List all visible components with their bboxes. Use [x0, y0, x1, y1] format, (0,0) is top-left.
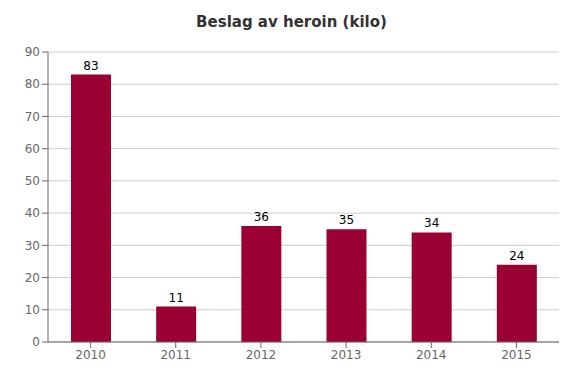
svg-text:2015: 2015 [501, 348, 532, 362]
svg-text:24: 24 [509, 249, 524, 263]
svg-text:30: 30 [25, 239, 40, 253]
html-text:Beslag av heroin (kilo): Beslag av heroin (kilo) [196, 13, 387, 31]
svg-text:34: 34 [424, 216, 439, 230]
svg-text:40: 40 [25, 206, 40, 220]
svg-text:2013: 2013 [331, 348, 362, 362]
svg-text:20: 20 [25, 271, 40, 285]
svg-text:70: 70 [25, 110, 40, 124]
svg-text:2011: 2011 [160, 348, 191, 362]
svg-text:0: 0 [32, 335, 40, 349]
svg-text:2010: 2010 [75, 348, 106, 362]
svg-text:36: 36 [254, 210, 269, 224]
svg-text:2012: 2012 [246, 348, 277, 362]
svg-text:35: 35 [339, 213, 354, 227]
svg-text:11: 11 [169, 291, 184, 305]
svg-text:10: 10 [25, 303, 40, 317]
svg-text:83: 83 [83, 59, 98, 73]
svg-text:80: 80 [25, 77, 40, 91]
svg-text:50: 50 [25, 174, 40, 188]
svg-text:60: 60 [25, 142, 40, 156]
svg-text:90: 90 [25, 45, 40, 59]
svg-text:2014: 2014 [416, 348, 447, 362]
